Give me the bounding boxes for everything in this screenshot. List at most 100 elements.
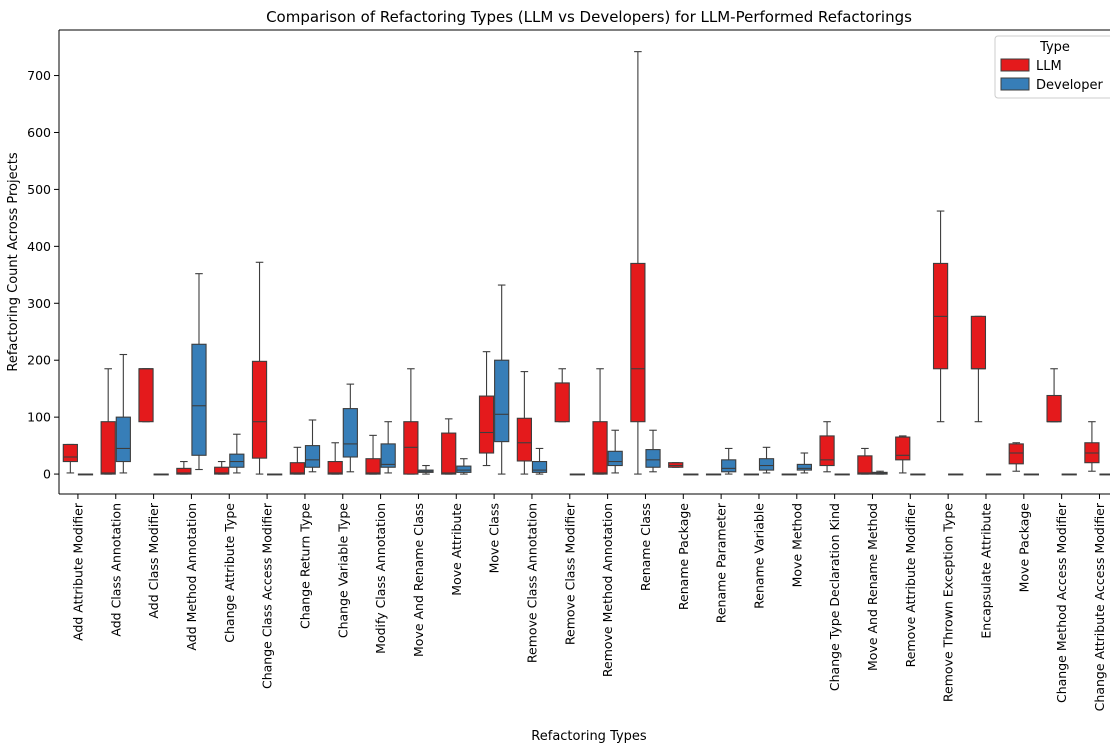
box-developer — [229, 433, 245, 474]
box-body — [554, 382, 570, 423]
y-tick-label: 500 — [27, 182, 51, 197]
box-developer — [948, 473, 964, 476]
x-tick-label: Move Package — [1016, 503, 1031, 593]
x-axis-label: Refactoring Types — [531, 729, 647, 744]
box-developer — [569, 473, 585, 476]
box-developer — [721, 447, 737, 475]
box-llm — [1084, 421, 1100, 472]
box-developer — [645, 429, 661, 473]
box-llm — [251, 261, 268, 475]
x-tick-label: Encapsulate Attribute — [978, 503, 993, 639]
box-body — [592, 421, 608, 475]
box-developer — [304, 419, 321, 473]
box-developer — [418, 464, 434, 475]
x-tick-label: Move Method — [789, 503, 804, 587]
box-developer — [494, 284, 510, 475]
box-body — [342, 408, 358, 458]
box-llm — [857, 447, 873, 475]
box-developer — [834, 473, 850, 476]
box-body — [365, 458, 381, 475]
box-llm — [138, 368, 154, 423]
y-axis-label: Refactoring Count Across Projects — [6, 152, 21, 371]
legend-entry: Developer — [1036, 78, 1104, 93]
box-llm — [1046, 368, 1062, 423]
box-llm — [970, 315, 987, 423]
box-body — [176, 467, 192, 475]
legend: Type LLM Developer — [994, 35, 1110, 99]
box-llm — [62, 443, 78, 474]
box-llm — [705, 473, 722, 476]
chart-title: Comparison of Refactoring Types (LLM vs … — [266, 8, 912, 26]
box-developer — [153, 473, 169, 476]
box-body — [668, 462, 684, 468]
x-tick-label: Add Class Annotation — [108, 503, 123, 637]
x-tick-label: Add Class Modifier — [146, 502, 161, 618]
x-tick-label: Change Return Type — [297, 503, 312, 629]
x-tick-label: Change Type Declaration Kind — [827, 503, 842, 691]
y-axis: 0 100 200 300 400 500 600 700 — [27, 68, 59, 482]
box-llm — [214, 460, 230, 475]
box-llm — [819, 421, 835, 473]
x-tick-label: Change Variable Type — [335, 503, 350, 638]
box-body — [516, 417, 532, 462]
x-tick-label: Change Attribute Type — [222, 503, 237, 643]
box-llm — [630, 51, 646, 475]
x-tick-label: Remove Class Modifier — [562, 502, 577, 645]
x-tick-label: Move Class — [487, 503, 502, 573]
x-tick-label: Rename Variable — [751, 503, 766, 609]
box-body — [970, 315, 987, 370]
x-tick-label: Move Attribute — [449, 503, 464, 596]
box-body — [895, 436, 911, 461]
box-developer — [1099, 473, 1110, 476]
box-llm — [327, 442, 343, 475]
x-axis: Add Attribute Modifier Add Class Annotati… — [70, 494, 1107, 711]
y-tick-label: 300 — [27, 296, 51, 311]
box-developer — [872, 470, 888, 475]
box-developer — [758, 446, 775, 474]
box-llm — [516, 371, 532, 475]
box-body — [304, 445, 321, 468]
legend-swatch — [1000, 77, 1030, 91]
box-body — [630, 262, 646, 423]
legend-entry: LLM — [1036, 59, 1062, 74]
legend-title: Type — [1039, 40, 1070, 55]
box-llm — [781, 473, 797, 476]
box-developer — [115, 353, 131, 474]
box-body — [251, 360, 268, 459]
box-body — [721, 459, 737, 473]
x-tick-label: Change Attribute Access Modifier — [1092, 502, 1107, 711]
box-developer — [456, 458, 472, 475]
legend-swatch — [1000, 58, 1030, 72]
box-developer — [77, 473, 94, 476]
box-llm — [668, 462, 684, 468]
box-llm — [1008, 442, 1024, 472]
box-developer — [607, 429, 623, 474]
x-tick-label: Move And Rename Method — [865, 503, 880, 671]
box-llm — [100, 368, 116, 475]
x-tick-label: Rename Parameter — [714, 502, 729, 623]
y-tick-label: 200 — [27, 353, 51, 368]
box-developer — [342, 383, 358, 473]
box-llm — [932, 210, 949, 423]
box-developer — [683, 473, 699, 476]
box-body — [100, 421, 116, 475]
x-tick-label: Remove Thrown Exception Type — [941, 503, 956, 702]
axes-frame — [58, 29, 1110, 495]
box-body — [819, 435, 835, 467]
box-developer — [910, 473, 926, 476]
box-llm — [592, 368, 608, 475]
x-tick-label: Add Method Annotation — [184, 503, 199, 651]
box-llm — [895, 435, 911, 474]
box-body — [494, 359, 510, 443]
box-body — [289, 462, 305, 475]
box-body — [607, 450, 623, 467]
box-llm — [554, 368, 570, 423]
box-developer — [267, 473, 283, 476]
box-developer — [796, 452, 812, 474]
box-body — [758, 458, 775, 471]
box-body — [456, 465, 472, 473]
y-tick-label: 0 — [43, 467, 51, 482]
y-tick-label: 700 — [27, 68, 51, 83]
